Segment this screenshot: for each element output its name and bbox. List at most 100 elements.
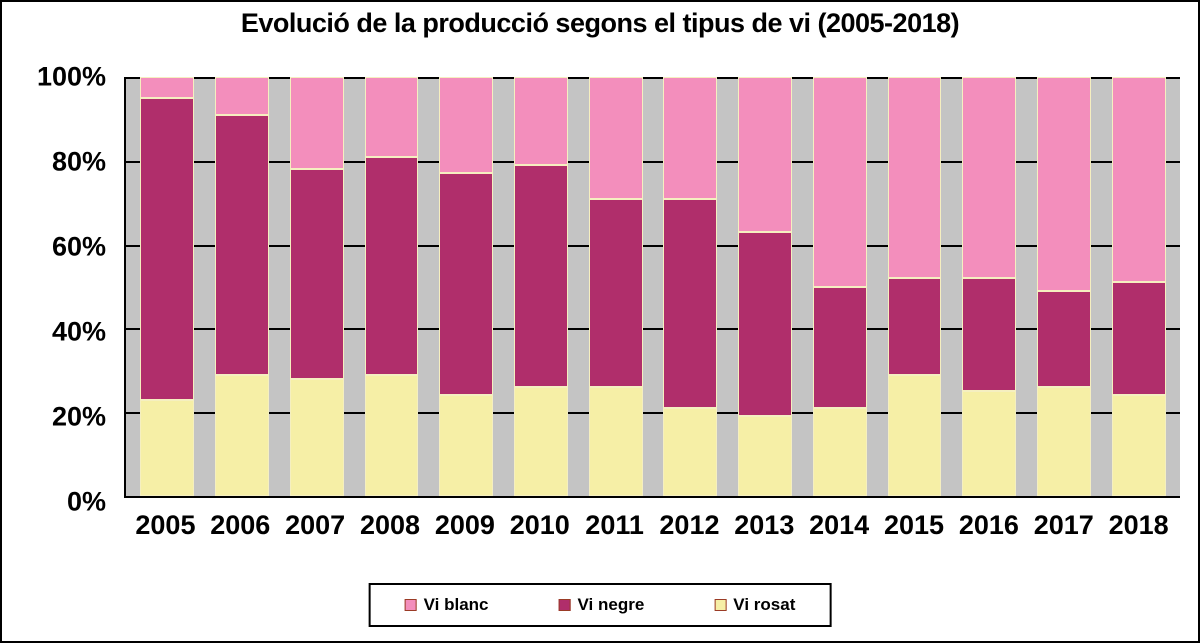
bar-slot-2010 (504, 77, 579, 496)
legend-label: Vi rosat (733, 595, 796, 614)
bar-segment-vi-negre (364, 156, 419, 375)
legend: Vi blanc Vi negre Vi rosat (368, 583, 832, 627)
x-axis-label-2013: 2013 (734, 510, 795, 540)
bar-segment-vi-blanc (588, 77, 643, 199)
bar-segment-vi-rosat (1111, 395, 1166, 496)
bar-segment-vi-blanc (364, 77, 419, 157)
legend-item-vi-rosat: Vi rosat (714, 595, 795, 615)
bar-segment-vi-negre (812, 286, 867, 409)
bar-segment-vi-rosat (887, 374, 942, 496)
legend-marker-icon (404, 599, 417, 611)
bar-segment-vi-blanc (289, 77, 344, 170)
legend-marker-icon (558, 599, 571, 611)
y-axis-tick-label: 20% (51, 401, 106, 432)
bar-segment-vi-blanc (887, 77, 942, 279)
legend-item-vi-blanc: Vi blanc (404, 595, 489, 615)
bar-slot-2018 (1101, 77, 1176, 496)
stacked-bar-2006 (215, 77, 269, 496)
y-axis-tick-label: 0% (66, 486, 106, 517)
bar-segment-vi-negre (663, 198, 718, 409)
bar-segment-vi-negre (588, 198, 643, 388)
x-axis-label-2015: 2015 (883, 510, 945, 540)
legend-label: Vi negre (577, 595, 645, 614)
bar-segment-vi-blanc (663, 77, 718, 199)
y-axis-tick-label: 80% (51, 146, 106, 177)
legend-item-vi-negre: Vi negre (558, 595, 645, 615)
y-axis: 0% 20% 40% 60% 80% 100% (2, 62, 112, 517)
bar-segment-vi-blanc (215, 77, 269, 115)
x-axis: 2005 2006 2007 2008 2009 2010 2011 2012 2013 2014… (124, 510, 1180, 541)
x-axis-label-2010: 2010 (509, 510, 570, 540)
bar-segment-vi-rosat (364, 374, 419, 496)
bar-segment-vi-rosat (289, 378, 344, 496)
bar-slot-2015 (877, 77, 952, 496)
bar-segment-vi-negre (289, 169, 344, 379)
bar-segment-vi-negre (514, 165, 568, 388)
bar-segment-vi-negre (439, 173, 494, 396)
stacked-bar-2015 (887, 77, 942, 496)
stacked-bar-2007 (289, 77, 344, 496)
bars-container (126, 77, 1180, 496)
y-axis-tick-label: 60% (51, 231, 106, 262)
y-axis-tick-label: 100% (36, 61, 106, 92)
gridline-20 (126, 412, 1180, 415)
gridline-100 (126, 77, 1180, 79)
bar-segment-vi-rosat (738, 416, 792, 496)
bar-segment-vi-rosat (215, 374, 269, 496)
bar-segment-vi-blanc (439, 77, 494, 174)
bar-slot-2017 (1027, 77, 1102, 496)
stacked-bar-2013 (738, 77, 792, 496)
bar-slot-2008 (354, 77, 429, 496)
bar-segment-vi-rosat (1037, 387, 1091, 496)
stacked-bar-2009 (439, 77, 494, 496)
stacked-bar-2016 (962, 77, 1017, 496)
y-axis-tick-label: 40% (51, 316, 106, 347)
stacked-bar-2014 (812, 77, 867, 496)
gridline-80 (126, 160, 1180, 163)
bar-segment-vi-rosat (514, 387, 568, 496)
x-axis-label-2016: 2016 (958, 510, 1019, 540)
bar-segment-vi-negre (215, 114, 269, 375)
bar-segment-vi-blanc (1111, 77, 1166, 283)
x-axis-label-2006: 2006 (210, 510, 271, 540)
stacked-bar-2011 (588, 77, 643, 496)
bar-segment-vi-rosat (962, 391, 1017, 496)
bar-slot-2006 (205, 77, 280, 496)
plot-area-wrap (124, 77, 1180, 498)
bar-segment-vi-negre (140, 97, 195, 400)
bar-segment-vi-negre (1111, 282, 1166, 396)
bar-slot-2007 (279, 77, 354, 496)
bar-segment-vi-rosat (588, 387, 643, 496)
bar-segment-vi-blanc (140, 77, 195, 98)
bar-segment-vi-rosat (663, 408, 718, 496)
bar-slot-2005 (130, 77, 205, 496)
bar-slot-2014 (802, 77, 877, 496)
x-axis-label-2011: 2011 (585, 510, 644, 540)
stacked-bar-2018 (1111, 77, 1166, 496)
bar-slot-2013 (728, 77, 803, 496)
x-axis-label-2005: 2005 (135, 510, 196, 540)
x-axis-label-2012: 2012 (659, 510, 720, 540)
bar-segment-vi-negre (738, 232, 792, 417)
gridline-60 (126, 244, 1180, 247)
bar-segment-vi-rosat (812, 408, 867, 496)
bar-segment-vi-rosat (439, 395, 494, 496)
bar-segment-vi-blanc (738, 77, 792, 233)
legend-marker-icon (714, 599, 727, 611)
x-axis-label-2009: 2009 (434, 510, 495, 540)
x-axis-label-2007: 2007 (285, 510, 346, 540)
chart-title: Evolució de la producció segons el tipus… (240, 8, 960, 38)
stacked-bar-2005 (140, 77, 195, 496)
stacked-bar-2012 (663, 77, 718, 496)
stacked-bar-2010 (514, 77, 568, 496)
bar-segment-vi-blanc (1037, 77, 1091, 291)
legend-label: Vi blanc (423, 595, 489, 614)
bar-segment-vi-negre (1037, 290, 1091, 388)
bar-slot-2011 (578, 77, 653, 496)
bar-slot-2012 (653, 77, 728, 496)
x-axis-label-2018: 2018 (1108, 510, 1169, 540)
bar-segment-vi-rosat (140, 399, 195, 496)
x-axis-label-2014: 2014 (809, 510, 870, 540)
x-axis-label-2017: 2017 (1033, 510, 1094, 540)
